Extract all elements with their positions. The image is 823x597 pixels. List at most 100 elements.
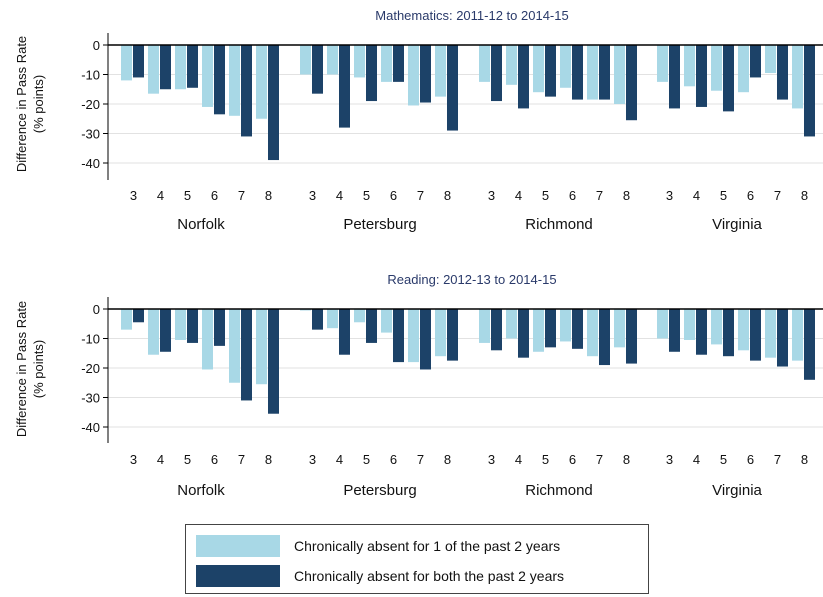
legend: Chronically absent for 1 of the past 2 y… [185, 524, 649, 594]
bar-petersburg-grade-3-series-1 [300, 45, 311, 75]
legend-item-light: Chronically absent for 1 of the past 2 y… [196, 535, 560, 557]
x-tick-label: 7 [774, 188, 781, 203]
group-label-richmond: Richmond [525, 216, 593, 233]
bar-norfolk-grade-8-series-1 [256, 309, 267, 385]
x-tick-label: 8 [623, 452, 630, 467]
y-axis-title-line-1: Difference in Pass Rate [14, 301, 29, 437]
bar-petersburg-grade-7-series-1 [408, 309, 419, 363]
bar-virginia-grade-5-series-2 [723, 309, 734, 357]
bar-richmond-grade-5-series-1 [533, 45, 544, 93]
bar-richmond-grade-5-series-2 [545, 45, 556, 97]
axes [107, 33, 823, 180]
y-tick-label: -30 [81, 391, 100, 406]
x-tick-label: 7 [417, 452, 424, 467]
bar-petersburg-grade-4-series-1 [327, 309, 338, 329]
x-tick-label: 6 [211, 452, 218, 467]
bar-virginia-grade-6-series-2 [750, 45, 761, 78]
y-axis-title: Difference in Pass Rate (% points) [14, 36, 46, 172]
y-tick-label: 0 [93, 38, 100, 53]
panel-title: Reading: 2012-13 to 2014-15 [387, 272, 556, 287]
bar-norfolk-grade-5-series-2 [187, 309, 198, 343]
x-tick-label: 4 [157, 188, 164, 203]
bar-richmond-grade-6-series-2 [572, 309, 583, 349]
bar-richmond-grade-4-series-2 [518, 45, 529, 109]
bar-richmond-grade-4-series-2 [518, 309, 529, 358]
bar-virginia-grade-5-series-2 [723, 45, 734, 112]
bar-richmond-grade-5-series-1 [533, 309, 544, 352]
x-tick-label: 7 [596, 188, 603, 203]
x-tick-label: 3 [488, 452, 495, 467]
bar-norfolk-grade-3-series-1 [121, 45, 132, 81]
bar-richmond-grade-7-series-2 [599, 45, 610, 100]
x-tick-label: 3 [309, 452, 316, 467]
bar-petersburg-grade-6-series-2 [393, 309, 404, 363]
x-tick-label: 6 [390, 188, 397, 203]
bar-virginia-grade-5-series-1 [711, 45, 722, 91]
bar-petersburg-grade-3-series-2 [312, 45, 323, 94]
bar-norfolk-grade-7-series-1 [229, 309, 240, 383]
mathematics-panel: Mathematics: 2011-12 to 2014-15 Differen… [14, 8, 823, 233]
legend-swatch-light [196, 535, 280, 557]
bar-richmond-grade-6-series-1 [560, 45, 571, 88]
bar-petersburg-grade-5-series-1 [354, 45, 365, 78]
y-axis-title-line-2: (% points) [31, 340, 46, 399]
bar-norfolk-grade-5-series-2 [187, 45, 198, 88]
bar-richmond-grade-4-series-1 [506, 309, 517, 339]
x-tick-label: 7 [238, 188, 245, 203]
bar-petersburg-grade-8-series-2 [447, 45, 458, 131]
x-tick-label: 5 [542, 452, 549, 467]
bar-norfolk-grade-6-series-1 [202, 45, 213, 107]
bar-petersburg-grade-8-series-1 [435, 309, 446, 357]
bar-petersburg-grade-4-series-2 [339, 45, 350, 128]
x-tick-label: 5 [184, 452, 191, 467]
x-tick-label: 4 [336, 188, 343, 203]
bar-virginia-grade-3-series-2 [669, 45, 680, 109]
x-tick-label: 6 [747, 188, 754, 203]
x-tick-label: 6 [390, 452, 397, 467]
bar-norfolk-grade-3-series-2 [133, 309, 144, 323]
x-tick-label: 6 [747, 452, 754, 467]
bar-petersburg-grade-5-series-2 [366, 45, 377, 102]
x-tick-label: 8 [801, 188, 808, 203]
x-tick-label: 8 [265, 188, 272, 203]
legend-item-dark: Chronically absent for both the past 2 y… [196, 565, 564, 587]
bar-petersburg-grade-8-series-1 [435, 45, 446, 97]
bars [121, 45, 815, 161]
x-tick-label: 7 [596, 452, 603, 467]
x-tick-label: 6 [569, 452, 576, 467]
bar-norfolk-grade-7-series-2 [241, 45, 252, 137]
group-label-richmond: Richmond [525, 482, 593, 499]
bar-norfolk-grade-7-series-1 [229, 45, 240, 116]
y-axis-title-line-1: Difference in Pass Rate [14, 36, 29, 172]
group-label-norfolk: Norfolk [177, 482, 225, 499]
legend-swatch-dark [196, 565, 280, 587]
bar-richmond-grade-3-series-1 [479, 309, 490, 343]
bar-norfolk-grade-5-series-1 [175, 309, 186, 340]
bar-norfolk-grade-6-series-2 [214, 45, 225, 115]
bar-petersburg-grade-6-series-1 [381, 309, 392, 333]
tick-labels: 0 -10 -20 -30 -40 3 4 5 6 7 8 Norfolk 3 4 5 6 7 8 Petersbu… [81, 38, 808, 233]
bar-virginia-grade-8-series-1 [792, 309, 803, 361]
y-tick-label: -20 [81, 97, 100, 112]
bar-richmond-grade-7-series-1 [587, 45, 598, 100]
x-tick-label: 3 [666, 452, 673, 467]
y-tick-label: 0 [93, 302, 100, 317]
bar-virginia-grade-6-series-1 [738, 309, 749, 351]
x-tick-label: 3 [309, 188, 316, 203]
bar-petersburg-grade-5-series-1 [354, 309, 365, 323]
bar-norfolk-grade-4-series-1 [148, 45, 159, 94]
bar-norfolk-grade-8-series-2 [268, 45, 279, 161]
bar-norfolk-grade-6-series-2 [214, 309, 225, 346]
x-tick-label: 3 [666, 188, 673, 203]
x-tick-label: 4 [515, 188, 522, 203]
y-tick-label: -10 [81, 68, 100, 83]
bar-norfolk-grade-3-series-2 [133, 45, 144, 78]
bar-virginia-grade-5-series-1 [711, 309, 722, 345]
bar-norfolk-grade-8-series-2 [268, 309, 279, 414]
bar-virginia-grade-7-series-2 [777, 309, 788, 367]
x-tick-label: 4 [336, 452, 343, 467]
x-tick-label: 8 [444, 188, 451, 203]
x-tick-label: 4 [157, 452, 164, 467]
bar-norfolk-grade-4-series-2 [160, 309, 171, 352]
